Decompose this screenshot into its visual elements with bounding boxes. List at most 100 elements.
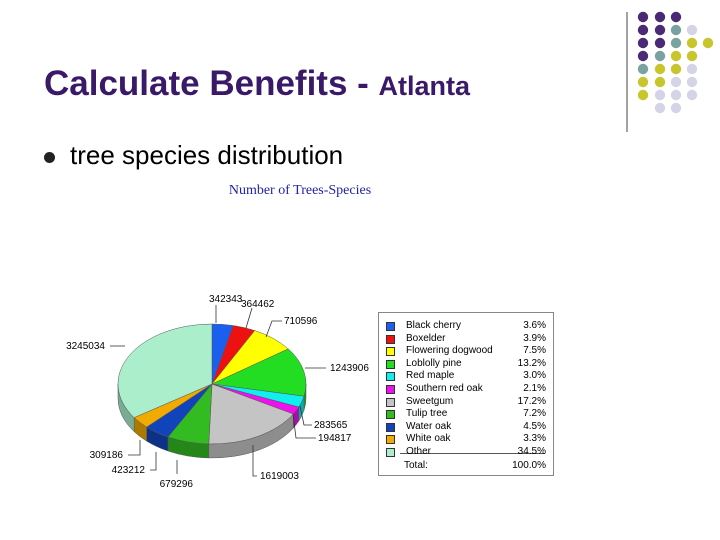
decorative-dot: [670, 89, 682, 101]
legend-percent: 3.0%: [523, 370, 546, 382]
legend-item: White oak 3.3%: [386, 433, 546, 445]
legend-swatch: [386, 422, 395, 432]
legend-item: Sweetgum 17.2%: [386, 396, 546, 408]
legend-label: Other: [406, 446, 432, 457]
pie-data-label: 342343: [209, 294, 243, 305]
legend-total-row: Total: 100.0%: [386, 460, 546, 472]
decorative-dot: [670, 37, 682, 49]
decorative-dot: [637, 50, 649, 62]
decorative-dot: [654, 50, 666, 62]
legend-label: Boxelder: [406, 332, 446, 344]
decorative-dot: [654, 76, 666, 88]
legend-label: Red maple: [406, 370, 455, 382]
decorative-dot: [670, 63, 682, 75]
legend-percent: 3.3%: [523, 433, 546, 445]
legend-item: Tulip tree 7.2%: [386, 408, 546, 420]
pie-slice-other: [117, 323, 213, 418]
legend-swatch: [386, 385, 395, 394]
decorative-dot: [654, 11, 666, 23]
legend-item: Red maple 3.0%: [386, 370, 546, 382]
pie-leader-line: [245, 307, 253, 329]
decorative-dot: [702, 37, 714, 49]
pie-leader-line: [252, 445, 257, 477]
legend-label: Water oak: [406, 420, 452, 432]
pie-data-label: 710596: [284, 316, 318, 327]
legend-label: White oak: [406, 433, 451, 445]
decorative-dot: [637, 89, 649, 101]
decorative-dot: [637, 37, 649, 49]
pie-leader-line: [150, 452, 157, 471]
decorative-dot: [670, 11, 682, 23]
pie-leader-line: [292, 413, 316, 439]
decorative-dot: [670, 76, 682, 88]
decorative-dot: [670, 24, 682, 36]
legend-label: Black cherry: [406, 320, 462, 331]
pie-data-label: 283565: [314, 420, 348, 431]
pie-data-label: 3245034: [66, 341, 105, 352]
legend-item: Boxelder 3.9%: [386, 333, 546, 345]
title-sub: Atlanta: [378, 71, 471, 101]
decorative-dot: [686, 37, 698, 49]
pie-leader-line: [128, 440, 141, 456]
legend-percent: 3.6%: [523, 320, 546, 331]
legend-swatch: [386, 347, 395, 357]
legend-swatch: [386, 397, 395, 407]
decorative-dot: [637, 24, 649, 36]
legend-item: Other 34.5%: [386, 446, 546, 458]
legend-item: Loblolly pine 13.2%: [386, 358, 546, 370]
decorative-dot: [686, 24, 698, 36]
legend-swatch: [386, 322, 395, 331]
bullet-marker: [44, 152, 55, 163]
decorative-dot: [686, 63, 698, 75]
legend-swatch: [386, 410, 395, 420]
legend-item: Black cherry 3.6%: [386, 320, 546, 332]
decorative-dot: [670, 50, 682, 62]
legend-percent: 7.2%: [523, 408, 546, 420]
legend-label: Sweetgum: [406, 395, 454, 407]
decorative-dot: [686, 89, 698, 101]
decorative-dot: [670, 102, 682, 114]
chart-title: Number of Trees-Species: [228, 183, 372, 198]
decorative-dot: [637, 11, 649, 23]
legend-swatch: [386, 372, 395, 382]
pie-data-label: 194817: [318, 433, 352, 444]
legend-swatch: [386, 448, 395, 457]
pie-data-label: 1243906: [330, 363, 369, 374]
pie-slice-sweetgum: [208, 383, 294, 445]
legend-percent: 7.5%: [523, 345, 546, 357]
legend-label: Southern red oak: [406, 383, 483, 394]
legend-percent: 4.5%: [523, 420, 546, 432]
legend-swatch: [386, 359, 395, 369]
decorative-dot: [654, 37, 666, 49]
pie-leader-line: [299, 405, 312, 426]
decorative-dot-grid: [626, 11, 714, 132]
legend-item: Southern red oak 2.1%: [386, 383, 546, 395]
decorative-dot: [654, 63, 666, 75]
page-title: Calculate Benefits - Atlanta: [44, 64, 470, 104]
legend-item: Flowering dogwood 7.5%: [386, 345, 546, 357]
title-main: Calculate Benefits -: [44, 64, 379, 103]
pie-slice-loblolly-pine: [211, 348, 307, 397]
decorative-dot: [686, 50, 698, 62]
pie-leader-line: [265, 320, 282, 338]
legend-label: Flowering dogwood: [406, 345, 493, 357]
legend-percent: 34.5%: [517, 446, 546, 457]
bullet-text: tree species distribution: [70, 140, 344, 170]
legend-swatch: [386, 334, 395, 344]
legend-percent: 3.9%: [523, 332, 546, 344]
legend-total-pct: 100.0%: [512, 460, 546, 471]
legend-label: Tulip tree: [406, 408, 448, 420]
decorative-dot: [654, 89, 666, 101]
legend-percent: 2.1%: [523, 383, 546, 394]
decorative-dot: [637, 63, 649, 75]
decorative-dot: [686, 76, 698, 88]
decorative-dot: [654, 24, 666, 36]
legend-percent: 13.2%: [517, 357, 546, 369]
pie-data-label: 679296: [160, 479, 194, 490]
decorative-dot: [654, 102, 666, 114]
pie-data-label: 423212: [112, 465, 146, 476]
chart-legend: Total: 100.0% Black cherry 3.6% Boxelder 3.…: [378, 312, 554, 476]
legend-total-label: Total:: [404, 460, 428, 471]
pie-data-label: 309186: [90, 450, 124, 461]
